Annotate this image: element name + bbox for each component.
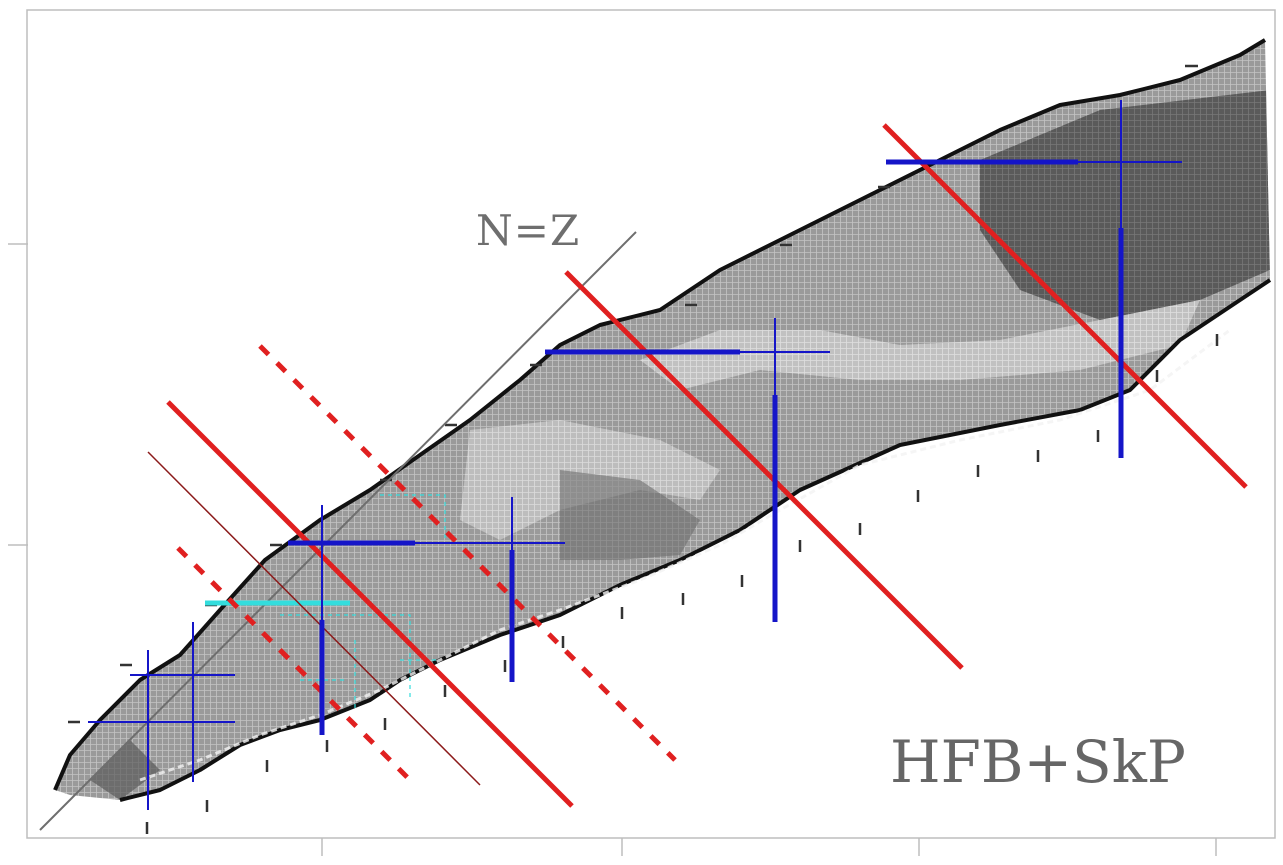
thin-diagonal-line — [147, 451, 481, 786]
shell-line-1 — [166, 400, 574, 808]
blue-cross-small — [88, 622, 235, 810]
n-equals-z-line — [39, 231, 637, 831]
model-label: HFB+SkP — [890, 728, 1186, 796]
shell-line-3 — [882, 123, 1248, 489]
red-shell-lines — [166, 123, 1248, 808]
n-equals-z-label: N=Z — [476, 206, 581, 255]
shell-line-dashed-2 — [258, 344, 677, 762]
blue-vert-1 — [319, 550, 515, 735]
shell-line-2 — [564, 270, 964, 670]
plot-frame — [8, 9, 1276, 856]
blue-cross-1 — [321, 505, 565, 620]
blue-lines — [88, 100, 1182, 810]
shell-line-dashed-1 — [176, 546, 410, 780]
nuclide-band — [53, 38, 1272, 834]
cyan-markers — [205, 494, 446, 710]
blue-cross-2 — [740, 318, 830, 395]
blue-cross-3 — [1078, 100, 1182, 228]
